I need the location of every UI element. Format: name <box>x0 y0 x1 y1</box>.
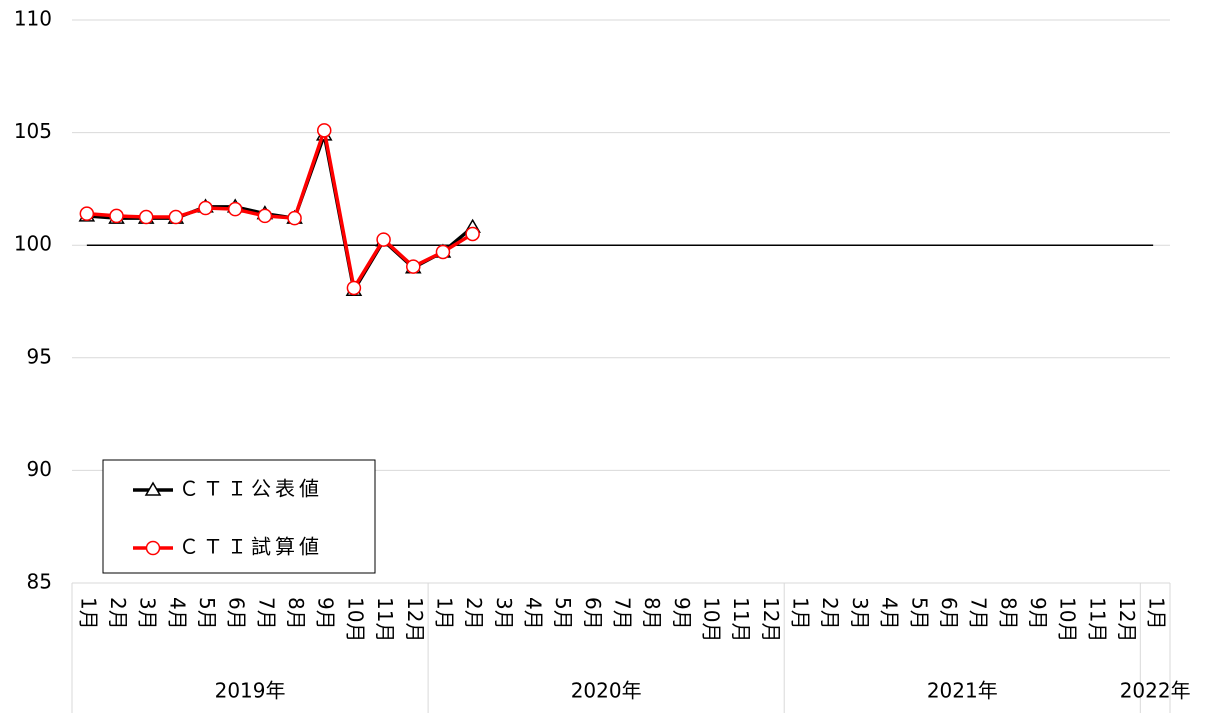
marker <box>198 200 213 216</box>
x-tick-label: 4月 <box>878 597 902 630</box>
x-tick-label: 10月 <box>700 597 724 642</box>
x-tick-label: 3月 <box>492 597 516 630</box>
x-tick-label: 1月 <box>76 597 100 630</box>
y-tick-label: 90 <box>27 457 52 481</box>
marker <box>227 201 243 217</box>
x-tick-label: 7月 <box>611 597 635 630</box>
marker <box>406 259 421 274</box>
marker <box>316 123 332 138</box>
marker <box>145 540 161 556</box>
x-tick-label: 2月 <box>462 597 486 630</box>
marker <box>168 209 184 225</box>
marker <box>257 208 273 224</box>
legend-label: ＣＴＩ試算値 <box>179 535 323 559</box>
x-tick-label: 8月 <box>996 597 1020 630</box>
x-tick-label: 12月 <box>403 597 427 642</box>
x-tick-label: 4月 <box>165 597 189 630</box>
x-tick-label: 9月 <box>314 597 338 630</box>
y-tick-label: 105 <box>14 119 52 143</box>
x-tick-label: 5月 <box>907 597 931 630</box>
year-label: 2019年 <box>215 679 286 703</box>
year-label: 2022年 <box>1120 679 1191 703</box>
y-tick-label: 85 <box>27 570 52 594</box>
x-tick-label: 1月 <box>1145 597 1169 630</box>
marker <box>465 226 480 242</box>
x-tick-label: 11月 <box>373 597 397 642</box>
marker <box>435 244 451 260</box>
x-tick-label: 3月 <box>848 597 872 630</box>
year-label: 2020年 <box>571 679 642 703</box>
x-tick-label: 9月 <box>670 597 694 630</box>
x-tick-label: 6月 <box>937 597 961 630</box>
x-tick-label: 6月 <box>581 597 605 630</box>
x-tick-label: 8月 <box>284 597 308 630</box>
x-tick-label: 7月 <box>967 597 991 630</box>
marker <box>287 210 302 226</box>
marker <box>138 209 154 225</box>
x-tick-label: 2月 <box>818 597 842 630</box>
x-tick-label: 2月 <box>106 597 130 630</box>
legend-label: ＣＴＩ公表値 <box>179 477 323 501</box>
y-tick-label: 95 <box>27 344 52 368</box>
marker <box>376 232 391 247</box>
y-tick-label: 100 <box>14 232 52 256</box>
x-tick-label: 5月 <box>195 597 219 630</box>
legend-box <box>102 459 376 574</box>
x-tick-label: 12月 <box>1115 597 1139 642</box>
x-tick-label: 1月 <box>789 597 813 630</box>
x-tick-label: 1月 <box>432 597 456 630</box>
x-tick-label: 12月 <box>759 597 783 642</box>
x-tick-label: 10月 <box>1056 597 1080 642</box>
y-tick-label: 110 <box>14 7 52 31</box>
x-tick-label: 6月 <box>225 597 249 630</box>
x-tick-label: 4月 <box>521 597 545 630</box>
year-label: 2021年 <box>927 679 998 703</box>
x-tick-label: 5月 <box>551 597 575 630</box>
x-tick-label: 10月 <box>343 597 367 642</box>
marker <box>79 206 95 221</box>
marker <box>109 208 124 224</box>
marker <box>346 280 362 296</box>
x-tick-label: 8月 <box>640 597 664 630</box>
x-tick-label: 3月 <box>136 597 160 630</box>
x-tick-label: 7月 <box>254 597 278 630</box>
x-tick-label: 9月 <box>1026 597 1050 630</box>
marker <box>144 481 162 496</box>
x-tick-label: 11月 <box>1085 597 1109 642</box>
x-tick-label: 11月 <box>729 597 753 642</box>
